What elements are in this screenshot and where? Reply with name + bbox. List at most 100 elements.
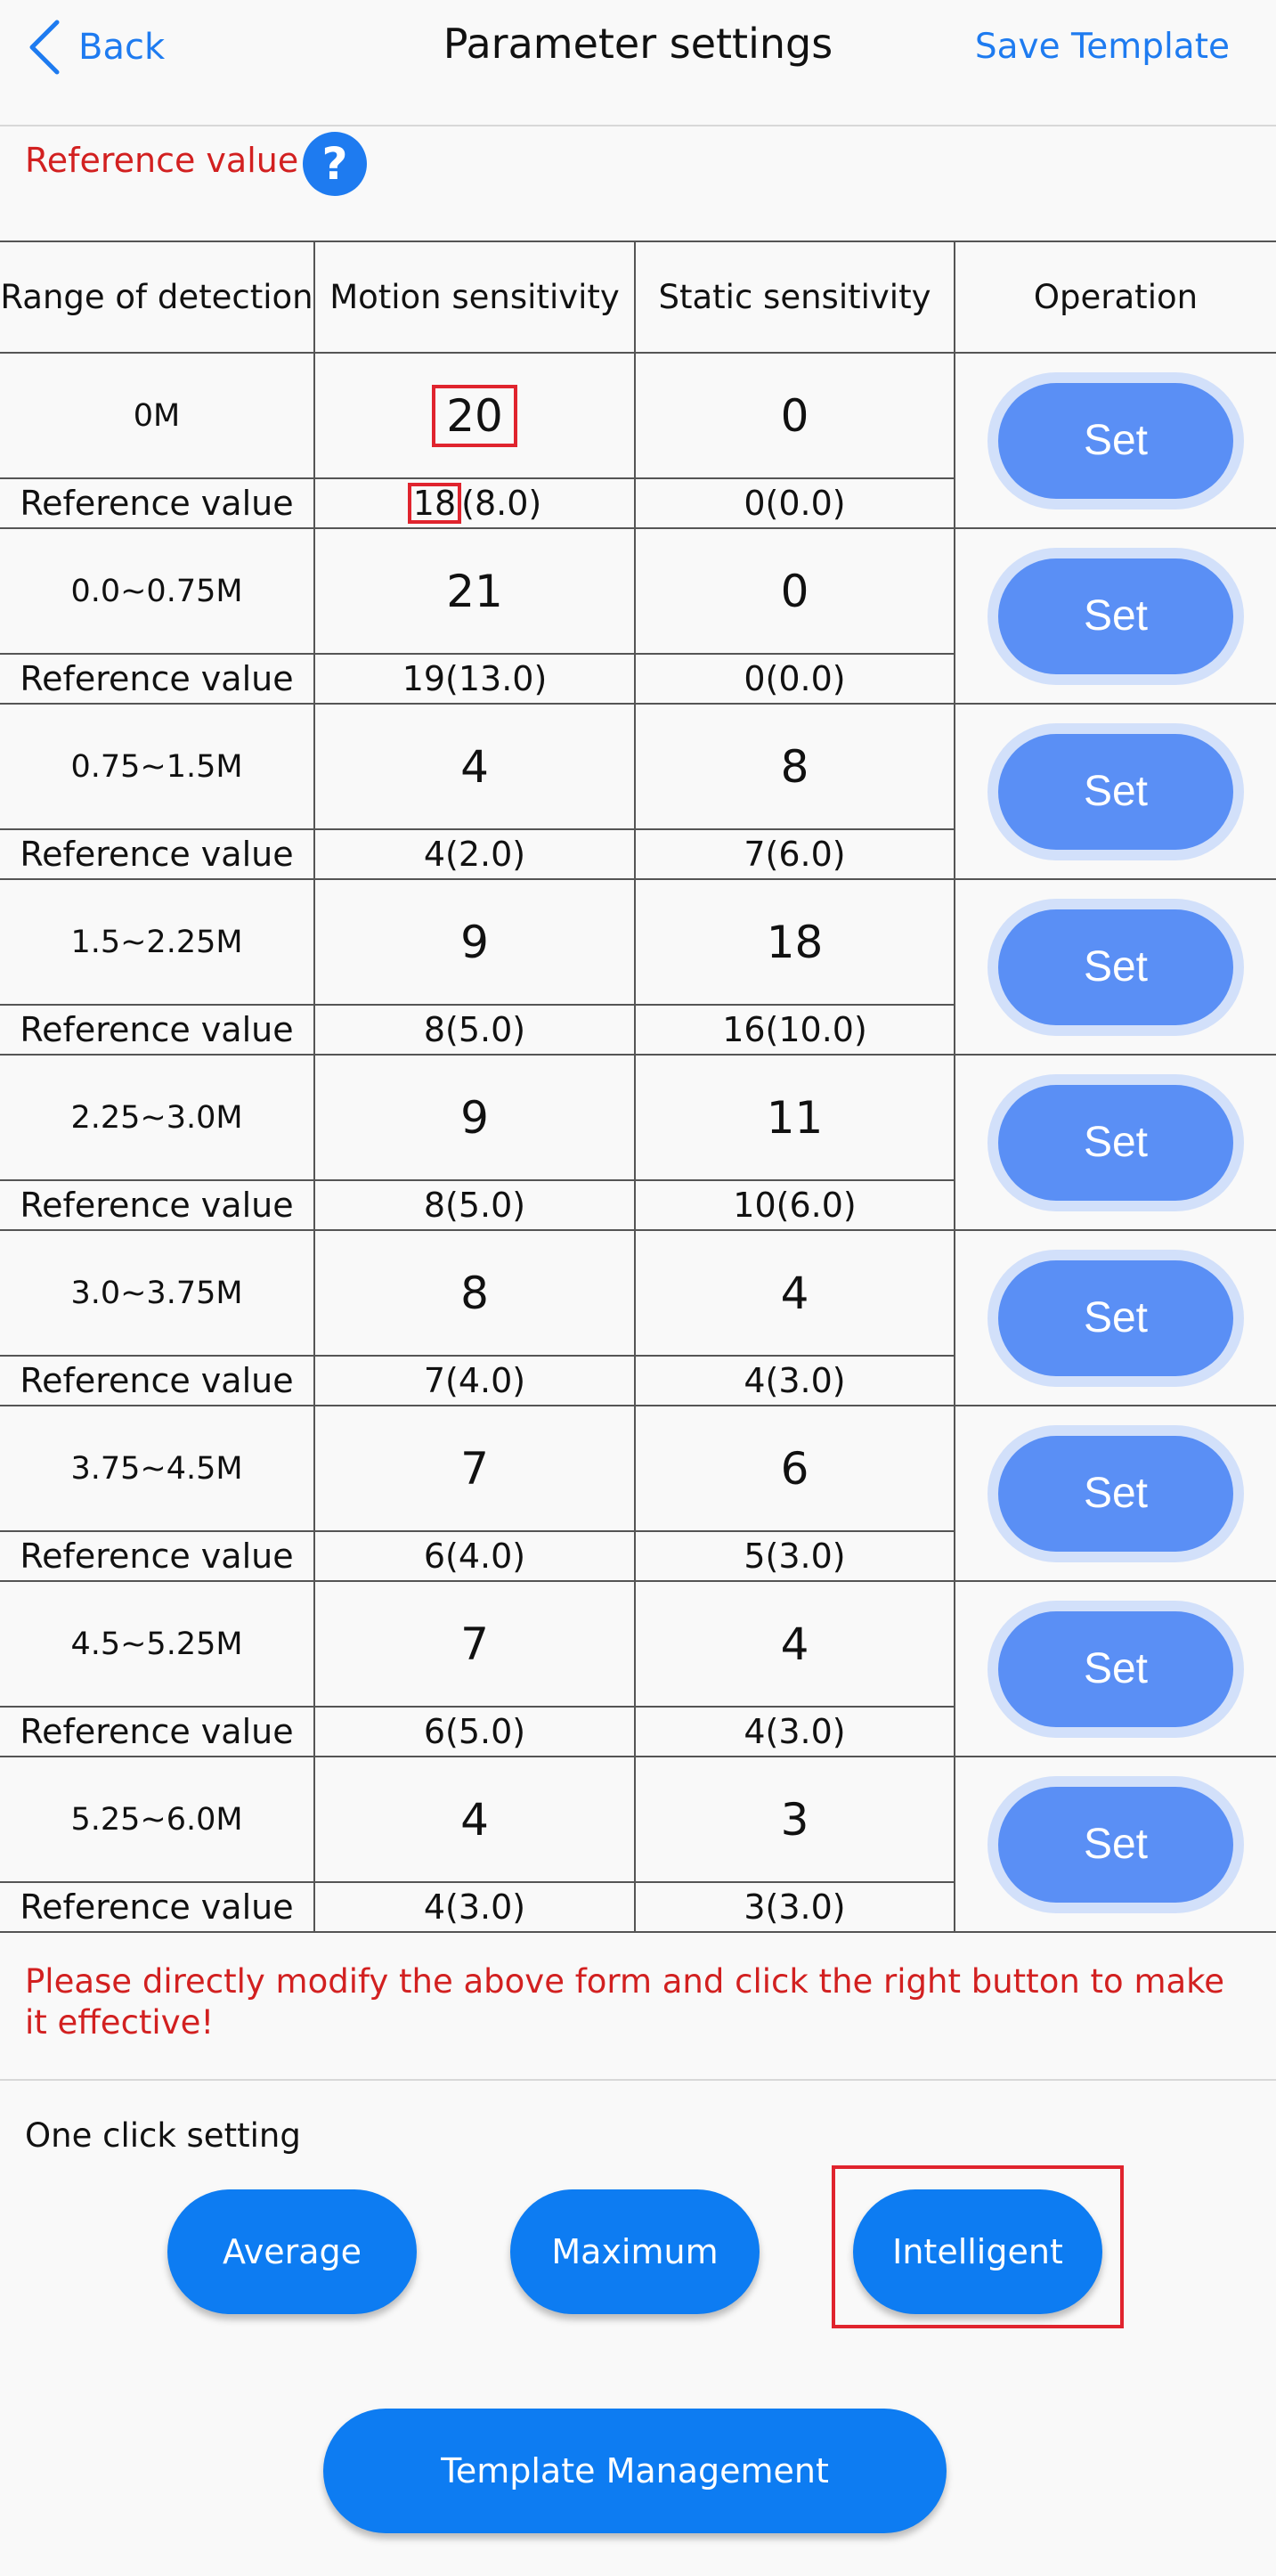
- motion-reference: 4(3.0): [314, 1882, 635, 1932]
- motion-reference: 7(4.0): [314, 1356, 635, 1406]
- operation-cell: Set: [955, 1055, 1276, 1230]
- reference-row-label: Reference value: [0, 1882, 314, 1932]
- range-cell: 3.75~4.5M: [0, 1406, 314, 1531]
- parameter-table: Range of detection Motion sensitivity St…: [0, 240, 1276, 1933]
- motion-sensitivity-input[interactable]: 9: [314, 1055, 635, 1180]
- reference-row-label: Reference value: [0, 1356, 314, 1406]
- header-operation: Operation: [955, 241, 1276, 353]
- operation-cell: Set: [955, 528, 1276, 704]
- motion-sensitivity-input[interactable]: 20: [314, 353, 635, 478]
- motion-sensitivity-input[interactable]: 21: [314, 528, 635, 654]
- motion-sensitivity-input[interactable]: 9: [314, 879, 635, 1005]
- table-row: 1.5~2.25M 9 18 Set: [0, 879, 1276, 1005]
- reference-row-label: Reference value: [0, 1707, 314, 1757]
- save-template-button[interactable]: Save Template: [975, 27, 1230, 67]
- operation-cell: Set: [955, 879, 1276, 1055]
- help-icon[interactable]: ?: [303, 132, 367, 196]
- motion-reference: 8(5.0): [314, 1005, 635, 1055]
- reference-row-label: Reference value: [0, 829, 314, 879]
- static-sensitivity-input[interactable]: 6: [635, 1406, 955, 1531]
- set-button[interactable]: Set: [998, 1436, 1233, 1552]
- motion-sensitivity-input[interactable]: 8: [314, 1230, 635, 1356]
- operation-cell: Set: [955, 353, 1276, 528]
- motion-sensitivity-input[interactable]: 4: [314, 704, 635, 829]
- motion-reference: 8(5.0): [314, 1180, 635, 1230]
- table-row: 3.75~4.5M 7 6 Set: [0, 1406, 1276, 1531]
- set-button[interactable]: Set: [998, 383, 1233, 499]
- motion-reference: 18 (8.0): [314, 478, 635, 528]
- range-cell: 5.25~6.0M: [0, 1757, 314, 1882]
- operation-cell: Set: [955, 1406, 1276, 1581]
- range-cell: 0.0~0.75M: [0, 528, 314, 654]
- range-cell: 3.0~3.75M: [0, 1230, 314, 1356]
- notice-text: Please directly modify the above form an…: [25, 1961, 1254, 2043]
- motion-reference: 19(13.0): [314, 654, 635, 704]
- table-row: 5.25~6.0M 4 3 Set: [0, 1757, 1276, 1882]
- reference-row-label: Reference value: [0, 478, 314, 528]
- header-static: Static sensitivity: [635, 241, 955, 353]
- one-click-setting-label: One click setting: [25, 2116, 301, 2155]
- set-button[interactable]: Set: [998, 558, 1233, 674]
- static-sensitivity-input[interactable]: 8: [635, 704, 955, 829]
- set-button[interactable]: Set: [998, 1085, 1233, 1201]
- motion-sensitivity-input[interactable]: 4: [314, 1757, 635, 1882]
- motion-sensitivity-input[interactable]: 7: [314, 1406, 635, 1531]
- header-bar: Back Parameter settings Save Template: [0, 0, 1276, 126]
- static-sensitivity-input[interactable]: 11: [635, 1055, 955, 1180]
- reference-value-label: Reference value: [25, 141, 298, 180]
- motion-reference-rest: (8.0): [461, 484, 541, 523]
- static-reference: 10(6.0): [635, 1180, 955, 1230]
- range-cell: 2.25~3.0M: [0, 1055, 314, 1180]
- operation-cell: Set: [955, 1230, 1276, 1406]
- table-row: 2.25~3.0M 9 11 Set: [0, 1055, 1276, 1180]
- static-reference: 3(3.0): [635, 1882, 955, 1932]
- static-reference: 0(0.0): [635, 654, 955, 704]
- static-reference: 0(0.0): [635, 478, 955, 528]
- highlighted-motion-reference: 18: [408, 483, 461, 524]
- template-management-button[interactable]: Template Management: [323, 2409, 947, 2533]
- operation-cell: Set: [955, 1581, 1276, 1757]
- static-reference: 5(3.0): [635, 1531, 955, 1581]
- table-row: 0.0~0.75M 21 0 Set: [0, 528, 1276, 654]
- set-button[interactable]: Set: [998, 1787, 1233, 1903]
- operation-cell: Set: [955, 1757, 1276, 1932]
- table-row: 3.0~3.75M 8 4 Set: [0, 1230, 1276, 1356]
- motion-sensitivity-input[interactable]: 7: [314, 1581, 635, 1707]
- highlighted-motion-value: 20: [432, 385, 517, 447]
- table-row: 0M 20 0 Set: [0, 353, 1276, 478]
- average-button[interactable]: Average: [167, 2189, 417, 2314]
- static-sensitivity-input[interactable]: 4: [635, 1230, 955, 1356]
- range-cell: 4.5~5.25M: [0, 1581, 314, 1707]
- static-sensitivity-input[interactable]: 4: [635, 1581, 955, 1707]
- static-sensitivity-input[interactable]: 18: [635, 879, 955, 1005]
- range-cell: 0M: [0, 353, 314, 478]
- static-reference: 7(6.0): [635, 829, 955, 879]
- static-reference: 16(10.0): [635, 1005, 955, 1055]
- reference-row-label: Reference value: [0, 1180, 314, 1230]
- intelligent-highlight-box: [832, 2165, 1124, 2328]
- static-reference: 4(3.0): [635, 1707, 955, 1757]
- static-reference: 4(3.0): [635, 1356, 955, 1406]
- table-row: 0.75~1.5M 4 8 Set: [0, 704, 1276, 829]
- range-cell: 1.5~2.25M: [0, 879, 314, 1005]
- reference-row-label: Reference value: [0, 1005, 314, 1055]
- set-button[interactable]: Set: [998, 1260, 1233, 1376]
- header-range: Range of detection: [0, 241, 314, 353]
- motion-reference: 4(2.0): [314, 829, 635, 879]
- operation-cell: Set: [955, 704, 1276, 879]
- motion-reference: 6(5.0): [314, 1707, 635, 1757]
- static-sensitivity-input[interactable]: 3: [635, 1757, 955, 1882]
- reference-row-label: Reference value: [0, 1531, 314, 1581]
- reference-row-label: Reference value: [0, 654, 314, 704]
- header-motion: Motion sensitivity: [314, 241, 635, 353]
- maximum-button[interactable]: Maximum: [510, 2189, 760, 2314]
- static-sensitivity-input[interactable]: 0: [635, 528, 955, 654]
- range-cell: 0.75~1.5M: [0, 704, 314, 829]
- motion-reference: 6(4.0): [314, 1531, 635, 1581]
- set-button[interactable]: Set: [998, 1611, 1233, 1727]
- set-button[interactable]: Set: [998, 909, 1233, 1025]
- table-row: 4.5~5.25M 7 4 Set: [0, 1581, 1276, 1707]
- static-sensitivity-input[interactable]: 0: [635, 353, 955, 478]
- divider: [0, 2079, 1276, 2081]
- set-button[interactable]: Set: [998, 734, 1233, 850]
